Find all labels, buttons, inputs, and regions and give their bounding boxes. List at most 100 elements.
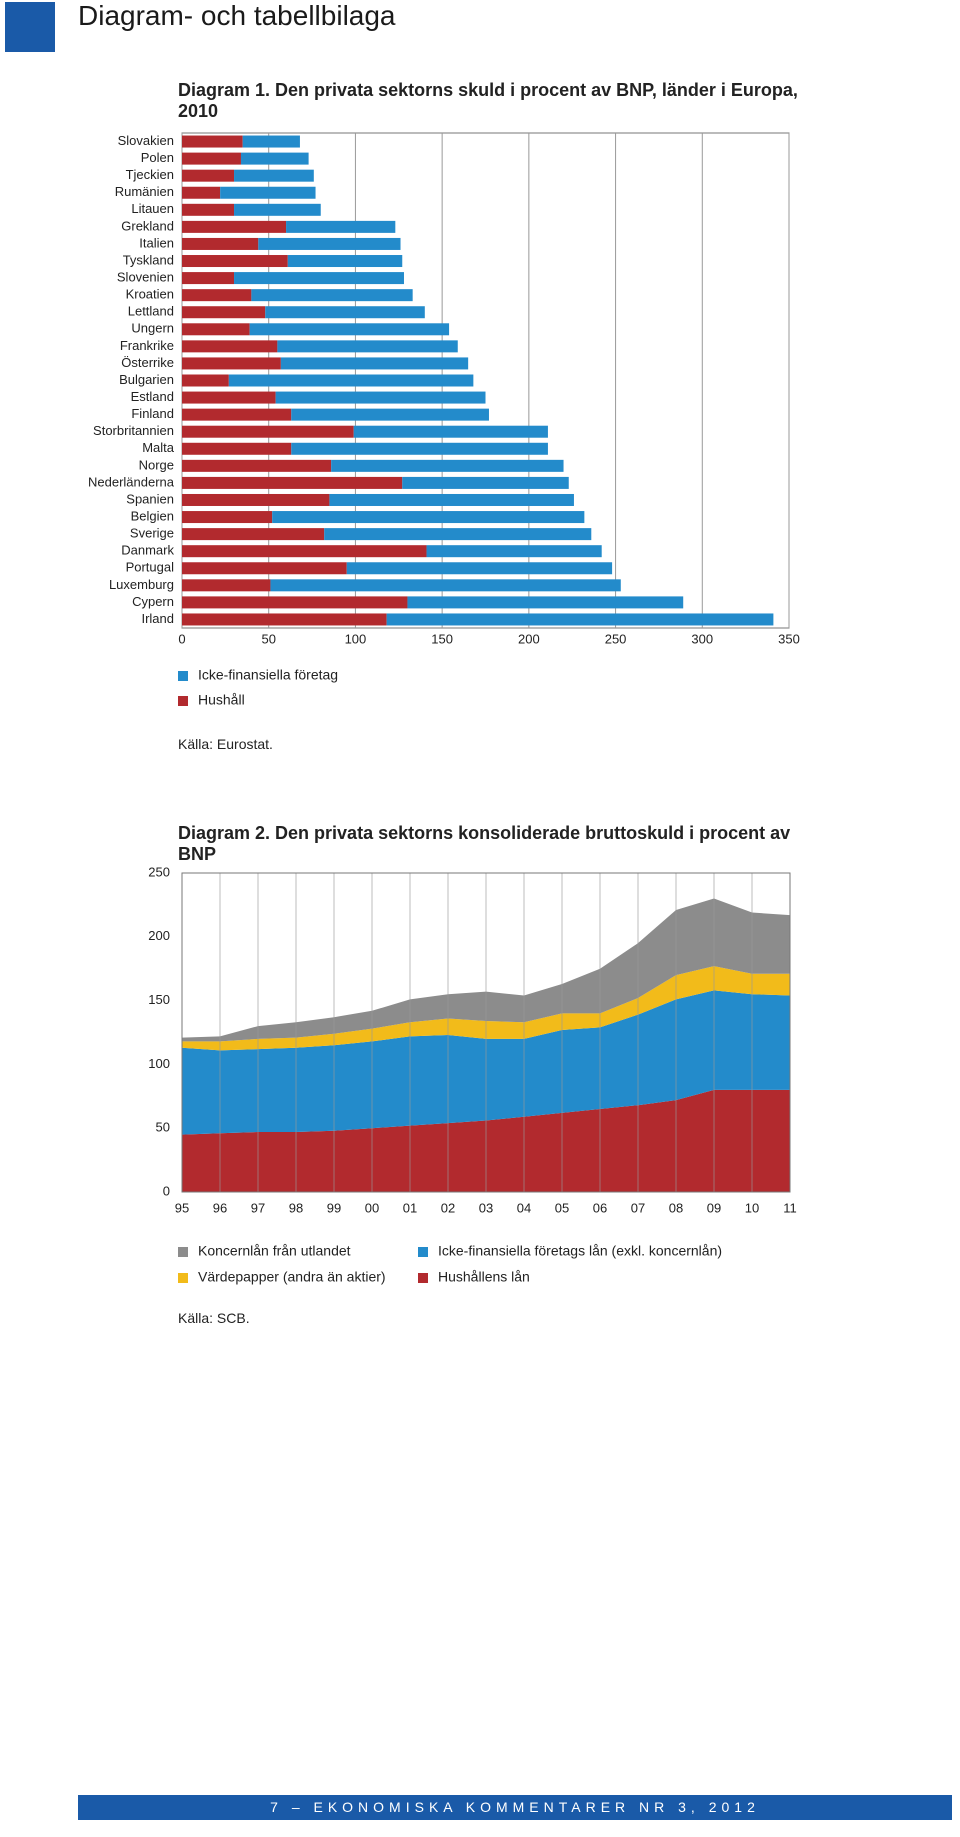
- y-tick-label: Spanien: [126, 491, 174, 506]
- y-tick-label: 100: [148, 1056, 170, 1071]
- y-tick-label: Italien: [139, 235, 174, 250]
- y-tick-label: Norge: [139, 457, 174, 472]
- bar-segment: [182, 562, 347, 575]
- legend-label: Värdepapper (andra än aktier): [198, 1269, 386, 1285]
- y-tick-label: Lettland: [128, 304, 174, 319]
- bar-segment: [228, 374, 474, 387]
- bar-segment: [182, 613, 387, 626]
- y-tick-label: Österrike: [121, 355, 174, 370]
- x-tick-label: 200: [518, 631, 540, 646]
- bar-segment: [329, 493, 574, 506]
- y-tick-label: Litauen: [131, 201, 174, 216]
- y-tick-label: Cypern: [132, 594, 174, 609]
- legend-swatch: [178, 696, 188, 706]
- bar-segment: [182, 408, 292, 421]
- x-tick-label: 50: [261, 631, 275, 646]
- chart: 0 50 100 150 200 250 300 350 Slovakien Polen Tjeck…: [88, 132, 800, 708]
- x-tick-label: 350: [778, 631, 800, 646]
- x-tick-label: 00: [365, 1200, 379, 1215]
- x-tick-label: 06: [593, 1200, 607, 1215]
- bar-segment: [331, 459, 564, 472]
- header-square: [5, 2, 55, 52]
- x-tick-label: 250: [605, 631, 627, 646]
- x-tick-label: 150: [431, 631, 453, 646]
- bar-segment: [182, 186, 221, 199]
- bar-segment: [280, 357, 469, 370]
- x-tick-label: 03: [479, 1200, 493, 1215]
- bar-segment: [182, 528, 325, 541]
- bar-segment: [386, 613, 774, 626]
- bar-segment: [182, 220, 287, 233]
- bar-segment: [275, 391, 486, 404]
- bar-segment: [182, 391, 276, 404]
- x-tick-label: 01: [403, 1200, 417, 1215]
- bar-segment: [182, 476, 403, 489]
- y-tick-label: 50: [156, 1120, 170, 1135]
- bar-segment: [182, 579, 271, 592]
- bar-segment: [182, 169, 235, 182]
- x-tick-label: 99: [327, 1200, 341, 1215]
- y-tick-label: Frankrike: [120, 338, 174, 353]
- source: Källa: Eurostat.: [178, 736, 273, 752]
- bar-segment: [182, 152, 241, 165]
- y-tick-label: Bulgarien: [119, 372, 174, 387]
- bar-segment: [182, 425, 354, 438]
- x-tick-label: 07: [631, 1200, 645, 1215]
- bar-segment: [291, 408, 489, 421]
- bar-segment: [251, 289, 413, 302]
- bar-segment: [249, 323, 450, 336]
- y-tick-label: Storbritannien: [93, 423, 174, 438]
- y-tick-label: Kroatien: [126, 287, 174, 302]
- y-tick-label: Finland: [131, 406, 174, 421]
- page-title: Diagram- och tabellbilaga: [78, 0, 396, 31]
- x-tick-label: 08: [669, 1200, 683, 1215]
- x-tick-label: 98: [289, 1200, 303, 1215]
- chart-title: Diagram 1. Den privata sektorns skuld i …: [178, 80, 798, 121]
- bar-segment: [182, 306, 266, 319]
- bar-segment: [182, 545, 427, 558]
- legend-swatch: [418, 1273, 428, 1283]
- y-tick-label: Portugal: [126, 560, 175, 575]
- y-tick-label: Slovenien: [117, 270, 174, 285]
- source: Källa: SCB.: [178, 1310, 250, 1326]
- bar-segment: [182, 203, 235, 216]
- bar-segment: [270, 579, 621, 592]
- bar-segment: [182, 442, 292, 455]
- legend-label: Icke-finansiella företag: [198, 667, 338, 683]
- bar-segment: [286, 220, 396, 233]
- bar-segment: [353, 425, 548, 438]
- x-tick-label: 100: [345, 631, 367, 646]
- footer: 7 – EKONOMISKA KOMMENTARER NR 3, 2012: [78, 1795, 952, 1820]
- x-tick-label: 11: [783, 1200, 797, 1215]
- y-tick-label: Tyskland: [123, 252, 174, 267]
- legend-label: Koncernlån från utlandet: [198, 1243, 351, 1259]
- legend-swatch: [418, 1247, 428, 1257]
- bar-segment: [182, 323, 250, 336]
- plot-frame: [181, 872, 791, 1193]
- x-tick-label: 04: [517, 1200, 531, 1215]
- y-tick-label: Tjeckien: [126, 167, 174, 182]
- x-tick-label: 0: [178, 631, 185, 646]
- bar-segment: [258, 237, 401, 250]
- legend-swatch: [178, 1273, 188, 1283]
- bar-segment: [182, 255, 288, 268]
- x-tick-label: 10: [745, 1200, 759, 1215]
- chart: 0 50 100 150 200 250 95 96 97 98 99 00 01 02 03 04 05 06 0…: [148, 864, 797, 1285]
- bar-segment: [182, 459, 332, 472]
- bar-segment: [182, 374, 229, 387]
- bar-segment: [402, 476, 569, 489]
- y-tick-label: Estland: [131, 389, 174, 404]
- bar-segment: [182, 237, 259, 250]
- bar-segment: [234, 272, 404, 285]
- bar-segment: [407, 596, 684, 609]
- bar-segment: [182, 135, 243, 148]
- legend-swatch: [178, 1247, 188, 1257]
- x-tick-label: 300: [691, 631, 713, 646]
- bar-segment: [220, 186, 316, 199]
- chart-title: Diagram 2. Den privata sektorns konsolid…: [178, 823, 791, 864]
- legend-swatch: [178, 671, 188, 681]
- x-tick-label: 97: [251, 1200, 265, 1215]
- legend-label: Icke-finansiella företags lån (exkl. kon…: [438, 1243, 722, 1259]
- x-tick-label: 95: [175, 1200, 189, 1215]
